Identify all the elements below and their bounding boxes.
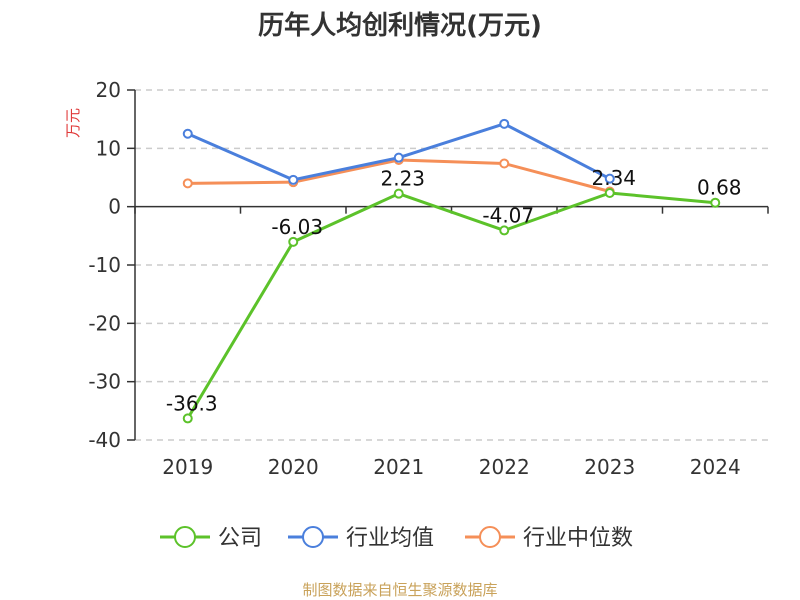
data-labels: -36.3 -6.03 2.23 -4.07 2.34 0.68 (166, 166, 742, 415)
data-label: 2.34 (591, 166, 636, 190)
data-point (182, 413, 193, 424)
legend-marker (302, 526, 324, 548)
data-point (499, 158, 510, 169)
legend-marker (479, 526, 501, 548)
x-tick-label: 2021 (373, 455, 424, 479)
y-tick-label: -20 (88, 311, 121, 335)
y-tick-label: -40 (88, 428, 121, 452)
data-label: -4.07 (482, 203, 534, 227)
data-point (393, 152, 404, 163)
grid-lines (135, 89, 768, 441)
data-point (288, 236, 299, 247)
y-tick-label: 10 (96, 136, 121, 160)
x-tick-label: 2019 (162, 455, 213, 479)
y-tick-label: 0 (108, 195, 121, 219)
legend-marker (174, 526, 196, 548)
data-label: 0.68 (697, 176, 742, 200)
data-point (393, 188, 404, 199)
x-tick-label: 2023 (584, 455, 635, 479)
legend[interactable]: 公司 行业均值 行业中位数 (160, 526, 633, 551)
x-tick-label: 2024 (690, 455, 741, 479)
data-point (288, 174, 299, 185)
data-point (499, 225, 510, 236)
chart-title: 历年人均创利情况(万元) (258, 10, 542, 41)
data-point (604, 173, 615, 184)
legend-item[interactable]: 行业均值 (288, 526, 434, 551)
data-label: -36.3 (166, 391, 218, 415)
data-point (499, 118, 510, 129)
series-lines (182, 118, 721, 424)
y-axis-label: 万元 (64, 108, 82, 138)
legend-item[interactable]: 行业中位数 (465, 526, 633, 551)
data-point (182, 178, 193, 189)
legend-item[interactable]: 公司 (160, 526, 262, 551)
series-line (186, 191, 716, 420)
x-tick-label: 2022 (479, 455, 530, 479)
data-label: 2.23 (380, 167, 425, 191)
axes: 20 10 0 -10 -20 -30 -40 2019 2020 2021 2022 2023 202… (88, 78, 769, 479)
y-tick-label: -30 (88, 370, 121, 394)
source-note: 制图数据来自恒生聚源数据库 (302, 581, 497, 599)
legend-label: 行业中位数 (523, 526, 633, 551)
data-point (604, 188, 615, 199)
data-point (182, 128, 193, 139)
data-point (710, 197, 721, 208)
y-tick-label: -10 (88, 253, 121, 277)
data-label: -6.03 (271, 215, 323, 239)
x-tick-label: 2020 (268, 455, 319, 479)
legend-label: 行业均值 (346, 526, 434, 551)
y-tick-label: 20 (96, 78, 121, 102)
legend-label: 公司 (218, 526, 262, 551)
